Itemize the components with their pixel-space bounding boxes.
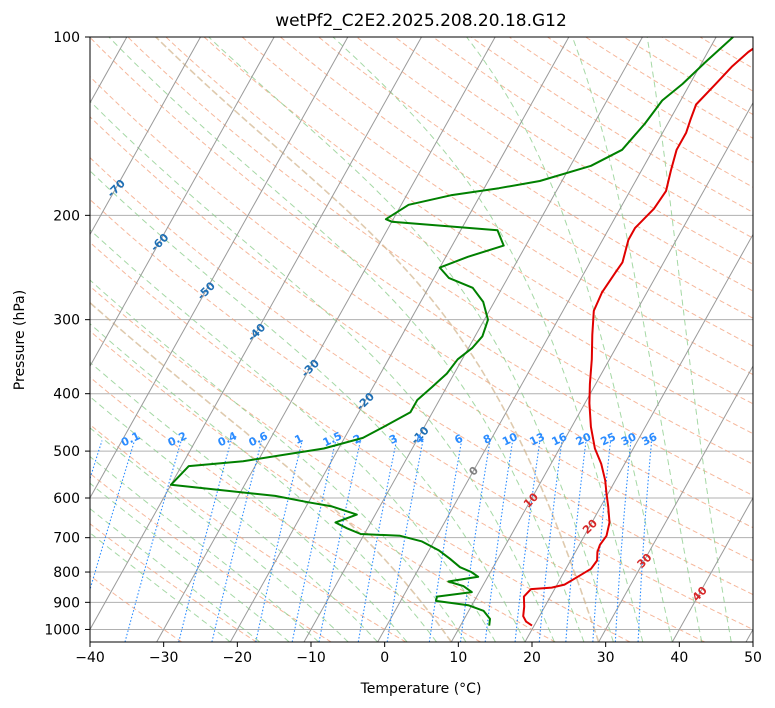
dry-adiabat-line [356,37,753,292]
dry-adiabat-line [318,37,753,319]
moist-adiabat-line [466,37,673,642]
mixing-ratio-line [211,440,263,642]
hgz-outline [90,37,600,642]
x-tick-label: 20 [523,650,541,666]
x-tick-label: 10 [449,650,467,666]
dry-adiabat-line [90,241,705,642]
moist-adiabat-line [571,37,703,642]
isotherm-line [671,496,753,642]
dry-adiabat-line [90,523,257,642]
isotherm-line [90,37,422,631]
mixing-ratio-line [124,440,182,642]
mixing-ratio-line [255,440,303,642]
mixing-ratio-line [90,440,136,592]
moist-adiabat-line [90,100,555,642]
y-tick-label: 400 [53,387,80,403]
mixing-ratio-label: 25 [599,430,618,448]
mixing-ratio-line [614,440,632,642]
x-tick-label: −20 [223,650,253,666]
mixing-ratio-label: 30 [619,430,639,448]
x-tick-label: 50 [744,650,762,666]
mixing-ratio-line [428,440,463,642]
moist-adiabat-line [646,37,732,642]
x-tick-label: 30 [597,650,615,666]
dry-adiabat-line [90,472,332,642]
plot-frame [89,36,754,643]
y-axis-ticks: 100 200 300 400 500 600 700 800 900 1000 [44,30,90,638]
isotherm-line [90,37,275,368]
isotherm-line [303,37,643,642]
x-tick-label: 40 [670,650,688,666]
x-axis-ticks: −40 −30 −20 −10 0 10 20 30 40 50 [75,642,762,666]
mixing-ratio-line [538,440,563,642]
mixing-ratio-label: 10 [500,430,520,448]
y-axis-label: Pressure (hPa) [12,290,28,390]
mixing-ratio-line [318,440,361,642]
y-tick-label: 500 [53,444,80,460]
isotherm-line [524,233,753,642]
dry-adiabat-line [90,198,753,630]
hgz-line [155,37,600,642]
isotherm-line [90,37,349,499]
mixing-ratio-line [291,440,337,642]
mixing-ratio-line [459,440,491,642]
temperature-series [522,47,753,627]
mixing-ratio-line [565,440,587,642]
dry-adiabat-line [203,37,753,405]
y-tick-label: 600 [53,491,80,507]
pressure-gridlines [90,37,753,630]
isotherm-line [90,37,201,236]
mixing-ratio-line [514,440,541,642]
x-axis-label: Temperature (°C) [360,681,482,697]
isotherm-line [450,101,753,642]
dewpoint-series [169,37,734,626]
y-tick-label: 800 [53,565,80,581]
chart-title: wetPf2_C2E2.2025.208.20.18.G12 [275,11,567,31]
dry-adiabat-line [90,376,481,642]
y-tick-label: 200 [53,208,80,224]
x-tick-label: −40 [75,650,105,666]
moist-adiabat-line [90,229,496,642]
x-tick-label: −10 [296,650,326,666]
dry-adiabat-line [165,37,753,435]
isotherm-line [229,37,570,642]
mixing-ratio-line [178,440,232,642]
mixing-ratio-line [637,440,653,642]
y-tick-label: 100 [53,30,80,46]
temperature-line [522,47,753,627]
mixing-ratio-line [357,440,398,642]
y-tick-label: 300 [53,313,80,329]
y-tick-label: 700 [53,531,80,547]
moist-adiabat-line [90,427,349,642]
hgz-line [90,301,452,642]
mixing-ratio-line [386,440,424,642]
mixing-ratio-label: 36 [640,430,660,448]
y-tick-label: 900 [53,595,80,611]
y-tick-label: 1000 [44,622,80,638]
moist-adiabat-line [90,170,526,642]
mixing-ratio-line [592,440,612,642]
dry-adiabat-line [90,76,753,529]
moist-adiabat-line [332,37,644,642]
mixing-ratio-label: 20 [574,430,594,448]
mixing-ratio-label: 13 [528,430,547,448]
plot-area: -100-90-80-70-60-50-40-30-20-10010203040… [90,37,753,642]
dewpoint-line [169,37,734,626]
isotherm-line [156,37,496,642]
dry-adiabat-line [90,575,183,642]
x-tick-label: 0 [380,650,389,666]
isotherm-line [377,37,717,642]
isotherms [90,37,753,642]
moist-adiabat-line [90,455,320,642]
isotherm-line [598,365,753,642]
moist-adiabat-line [108,37,585,642]
x-tick-label: −30 [149,650,179,666]
dry-adiabat-line [90,285,631,642]
mixing-ratio-label: 16 [550,430,570,448]
moist-adiabat-line [90,323,437,642]
